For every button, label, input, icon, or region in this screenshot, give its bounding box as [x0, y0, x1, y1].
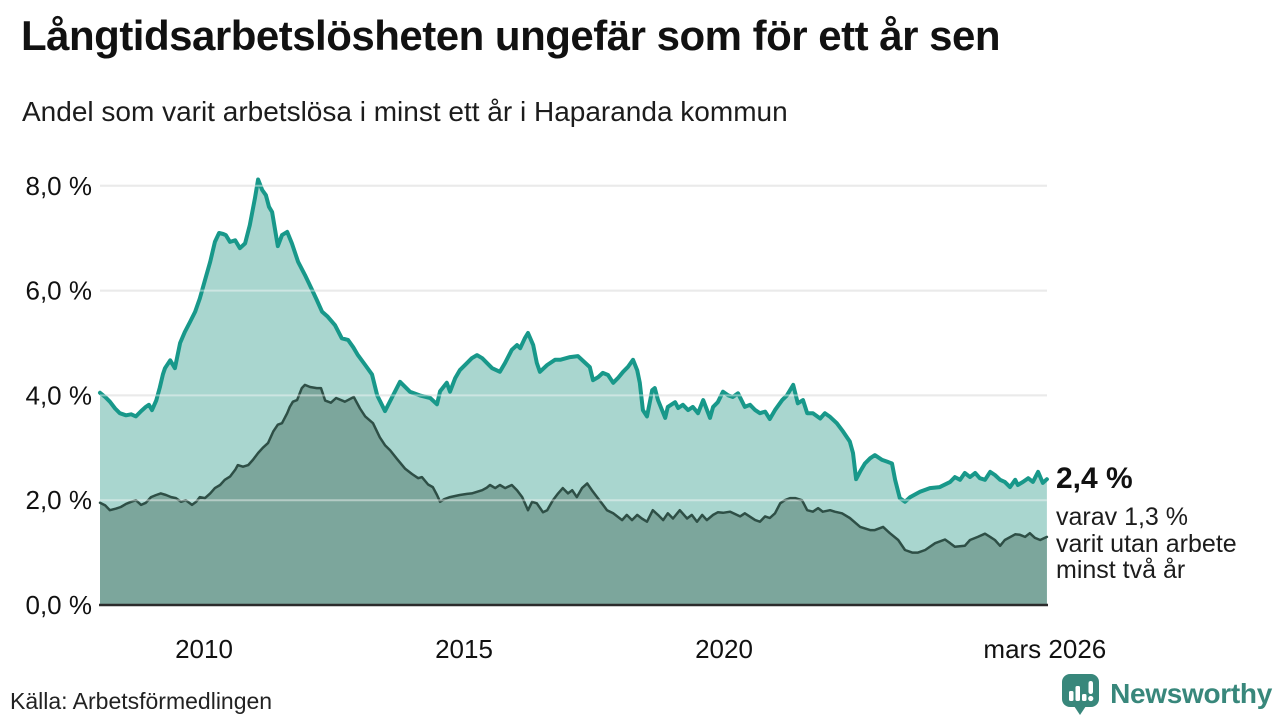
- chart-subtitle: Andel som varit arbetslösa i minst ett å…: [22, 96, 788, 127]
- annotation-detail: varav 1,3 % varit utan arbete minst två …: [1056, 504, 1271, 584]
- x-tick-label: 2015: [435, 634, 493, 664]
- y-tick-label: 0,0 %: [26, 590, 93, 620]
- series-line-1: [98, 383, 1049, 554]
- y-tick-label: 4,0 %: [26, 380, 93, 410]
- end-annotation: 2,4 % varav 1,3 % varit utan arbete mins…: [1056, 462, 1271, 584]
- brand-logo: Newsworthy: [1061, 672, 1272, 716]
- annotation-line-2: varit utan arbete: [1056, 529, 1237, 558]
- gridlines-overlay: [100, 184, 1047, 502]
- series-area-1: [100, 384, 1047, 605]
- brand-wordmark: Newsworthy: [1110, 678, 1272, 709]
- y-tick-label: 2,0 %: [26, 485, 93, 515]
- y-axis-labels: 0,0 % 2,0 % 4,0 % 6,0 % 8,0 %: [26, 171, 93, 620]
- annotation-line-1: varav 1,3 %: [1056, 503, 1189, 531]
- latest-value-label: 2,4 %: [1056, 462, 1133, 495]
- x-axis-labels: 2010 2015 2020 mars 2026: [175, 634, 1106, 664]
- series-line-0: [98, 177, 1049, 504]
- newsworthy-bubble-icon: [1062, 674, 1100, 715]
- page-title: Långtidsarbetslösheten ungefär som för e…: [21, 12, 1001, 59]
- y-tick-label: 6,0 %: [26, 276, 93, 306]
- source-note: Källa: Arbetsförmedlingen: [10, 688, 273, 714]
- y-tick-label: 8,0 %: [26, 171, 93, 201]
- x-tick-label: mars 2026: [983, 634, 1106, 664]
- series-areas: [98, 177, 1049, 605]
- annotation-line-3: minst två år: [1056, 556, 1186, 584]
- x-tick-label: 2010: [175, 634, 233, 664]
- x-tick-label: 2020: [695, 634, 753, 664]
